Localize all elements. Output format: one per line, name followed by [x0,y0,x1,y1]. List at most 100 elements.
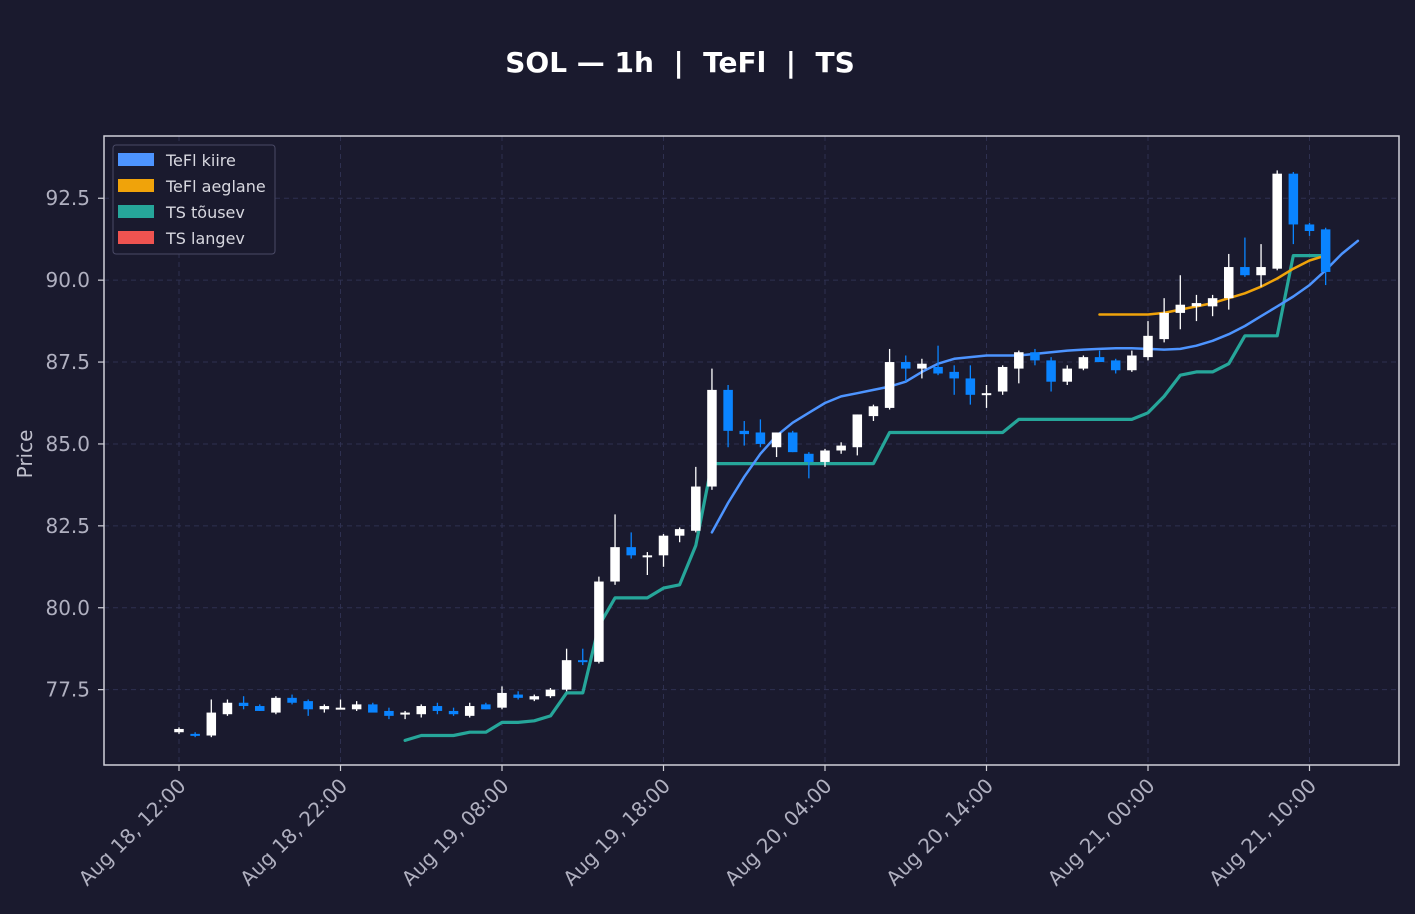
candle-body [804,453,814,462]
candle [1143,321,1153,361]
candle [1127,350,1137,372]
chart-title: SOL — 1h | TeFl | TS [505,46,855,79]
candle-body [642,555,653,558]
candle [933,345,943,376]
y-tick-label: 77.5 [45,678,90,702]
candle [400,710,410,720]
candle-body [271,697,281,713]
candle-body [368,704,378,713]
candle-body [1304,224,1315,232]
candle [997,365,1008,395]
candle-body [1224,267,1234,299]
candle-body [1191,303,1202,307]
candle-body [432,706,443,711]
candle-body [561,660,572,690]
candle-body [174,728,184,733]
candle-body [287,697,297,703]
candle [965,365,976,405]
candle [868,404,879,422]
candle [626,532,636,559]
candle-body [868,406,879,417]
candle-body [674,529,685,536]
candle-body [190,733,200,736]
candle-body [901,362,911,369]
candle-body [255,706,265,711]
series-line-ts-tõusev [403,254,1328,743]
candle-body [464,706,475,716]
candle-body [497,692,507,708]
candle [432,702,443,715]
candle-body [949,371,959,379]
candle [610,514,620,585]
candle [884,348,895,410]
candle-body [1143,335,1153,358]
candle-body [836,445,846,451]
candle [1078,355,1089,371]
y-tick-label: 92.5 [45,186,90,210]
candle [949,365,959,395]
candle-body [545,689,556,697]
candle-body [335,707,346,710]
candle [1046,357,1056,392]
legend-label: TS langev [165,229,245,248]
candle [303,699,313,716]
candle [1062,365,1072,385]
candle-body [820,450,830,462]
legend-swatch [118,179,154,192]
candle-body [1094,357,1105,363]
candles [174,170,1331,738]
candle-body [1014,352,1024,369]
candle [513,691,523,700]
candle-body [1272,173,1282,269]
candle-body [238,702,249,707]
candle-body [981,393,992,396]
candle-body [1207,298,1218,307]
candle [981,384,992,408]
candle [255,704,265,711]
candle-body [707,389,717,487]
candle [836,442,846,454]
candle-body [965,378,976,395]
legend-swatch [118,153,154,166]
candle [368,702,378,713]
candle-body [303,701,313,710]
candle [1191,294,1202,322]
candle [642,552,653,575]
candle [497,686,507,710]
candle-body [481,704,491,710]
candle [481,702,491,710]
candle [1240,237,1250,277]
candle-body [626,547,636,556]
candle-body [400,712,410,715]
candle-body [351,704,362,710]
candle-body [1256,267,1266,276]
y-tick-label: 87.5 [45,350,90,374]
legend-label: TS tõusev [165,203,245,222]
legend-label: TeFl aeglane [165,177,266,196]
candle-body [755,432,766,444]
candle [319,704,330,713]
candle-body [594,581,604,662]
candle-body [787,432,798,453]
candle-body [1127,355,1137,371]
candle [787,430,798,453]
candle-body [1078,357,1089,369]
candle [1288,172,1299,245]
legend-swatch [118,231,154,244]
candle-body [513,694,523,698]
plot-frame [103,135,1400,766]
candle [1207,294,1218,317]
y-tick-label: 82.5 [45,514,90,538]
candle [1094,350,1105,363]
y-axis: 77.5 80.0 82.5 85.0 87.5 90.0 92.5 [45,186,104,702]
candle-body [917,363,927,369]
candle-body [723,389,733,431]
candle-body [578,660,588,663]
candle-body [448,710,459,715]
candle-body [1046,360,1056,382]
candle [674,527,685,543]
candle [561,648,572,692]
candle [852,414,863,456]
candle [1272,170,1282,271]
candle [287,694,297,705]
